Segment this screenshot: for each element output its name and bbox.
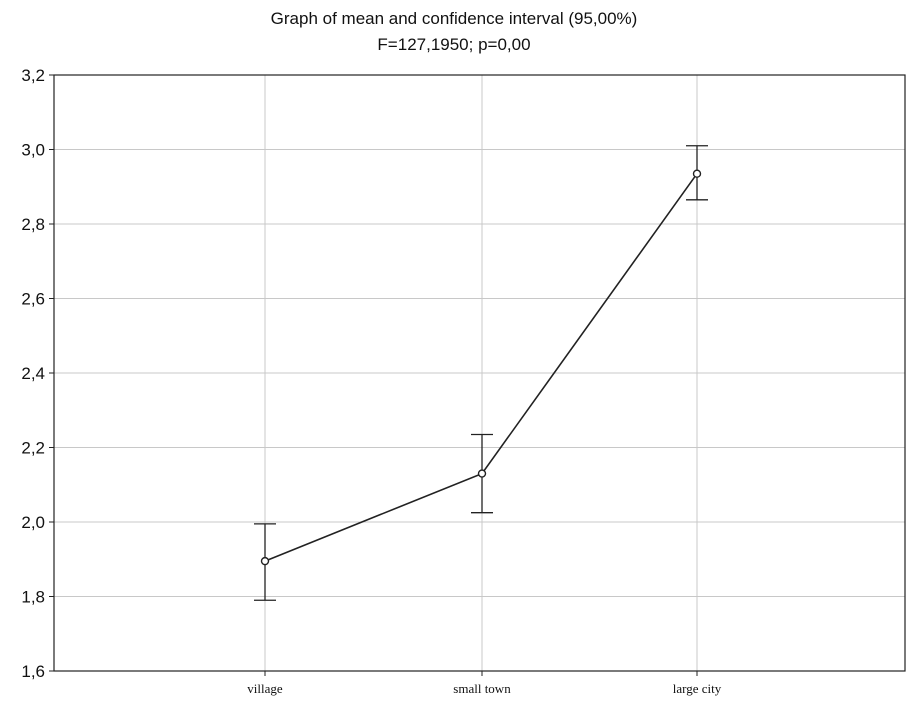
x-axis-ticks: village small town large city	[247, 671, 722, 696]
mean-point	[692, 169, 702, 178]
y-tick-label: 3,2	[21, 66, 45, 85]
gridlines	[54, 75, 905, 671]
chart-subtitle: F=127,1950; p=0,00	[377, 35, 530, 54]
y-tick-label: 2,2	[21, 439, 45, 458]
x-tick-label: large city	[673, 681, 722, 696]
y-tick-label: 1,8	[21, 588, 45, 607]
series-line-group	[260, 169, 702, 566]
x-tick-label: village	[247, 681, 283, 696]
mean-point	[260, 556, 270, 566]
plot-frame	[53, 74, 906, 672]
mean-line	[264, 173, 698, 562]
y-tick-label: 3,0	[21, 141, 45, 160]
y-axis-ticks: 1,6 1,8 2,0 2,2 2,4 2,6 2,8 3,0 3,2	[21, 66, 54, 681]
y-tick-label: 2,8	[21, 215, 45, 234]
y-tick-label: 1,6	[21, 662, 45, 681]
y-tick-label: 2,0	[21, 513, 45, 532]
y-tick-label: 2,4	[21, 364, 45, 383]
mean-point	[477, 469, 487, 478]
x-tick-label: small town	[453, 681, 511, 696]
chart-title: Graph of mean and confidence interval (9…	[271, 9, 638, 28]
y-tick-label: 2,6	[21, 290, 45, 309]
